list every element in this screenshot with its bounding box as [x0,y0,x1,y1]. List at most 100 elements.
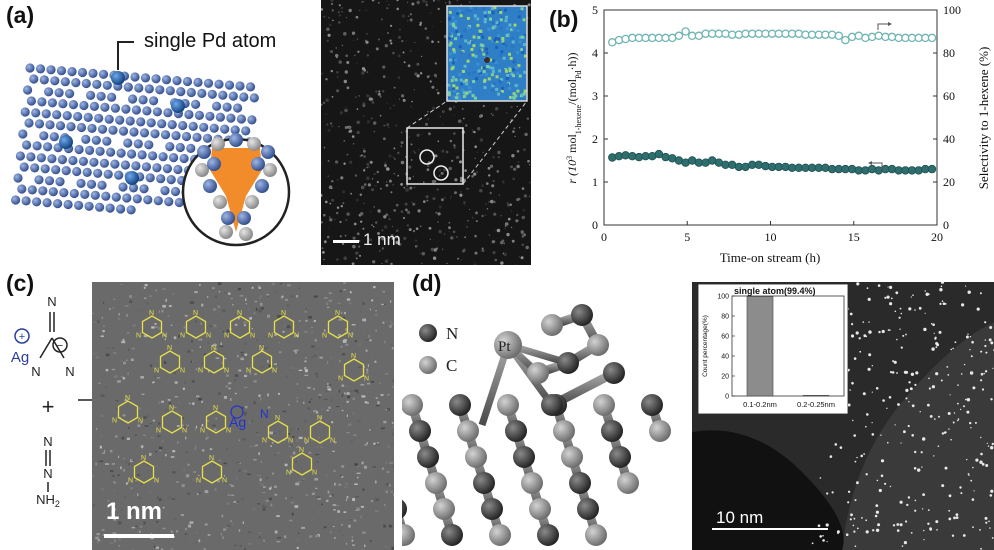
stem-speck [270,503,273,507]
heat-pixel [467,41,471,45]
stem-speck [511,210,513,212]
heat-pixel [511,40,515,44]
pt-single-atom [948,428,950,430]
sheet-atom [130,72,140,82]
overlay-nitrogen: N [128,478,133,485]
stem-speck [260,397,262,401]
stem-speck [331,9,334,12]
stem-speck [157,434,161,438]
stem-speck [515,219,519,223]
stem-speck [386,181,388,183]
pt-single-atom [948,509,951,512]
sheet-atom [165,142,175,152]
stem-speck [278,430,282,432]
stem-speck [298,287,301,290]
pt-single-atom [882,399,885,402]
stem-speck [140,483,142,486]
stem-speck [409,13,413,16]
stem-speck [275,291,278,294]
sheet-atom [101,191,111,201]
stem-speck [326,409,329,412]
stem-speck [315,373,317,375]
heat-pixel [452,95,456,99]
stem-speck [124,305,129,307]
nitrogen-atom [513,446,535,468]
stem-speck [190,360,192,363]
sheet-atom [42,198,52,208]
stem-speck [293,350,296,352]
stem-speck [188,402,192,405]
stem-speck [411,100,413,103]
stem-speck [164,454,167,457]
sheet-atom [31,108,41,118]
stem-speck [328,292,332,295]
stem-speck [168,496,171,499]
heat-pixel [523,70,527,74]
heat-pixel [505,76,509,80]
stem-speck [380,187,382,190]
stem-speck [348,302,352,304]
sheet-atom [22,140,32,150]
stem-speck [190,301,194,304]
pt-single-atom [935,520,939,524]
stem-speck [355,251,359,255]
stem-speck [296,438,299,442]
heat-pixel [460,34,463,38]
stem-speck [363,148,365,150]
heat-pixel [516,51,519,55]
heat-pixel [522,43,526,46]
stem-speck [201,449,205,452]
stem-speck [471,129,473,131]
stem-speck [94,434,98,437]
heat-pixel [498,53,502,57]
heat-pixel [476,62,480,66]
heat-pixel [479,43,483,47]
stem-speck [286,375,288,378]
stem-speck [349,390,354,392]
heat-pixel [454,58,458,62]
stem-speck [113,490,116,492]
stem-speck [255,453,257,455]
pt-single-atom [896,372,898,374]
pt-single-atom [957,419,959,422]
stem-speck [196,395,200,398]
heat-pixel [471,53,475,57]
stem-speck [92,312,95,315]
sheet-atom [36,153,47,163]
sheet-atom [145,173,155,183]
stem-speck [411,201,414,204]
pt-single-atom [887,286,889,288]
heat-pixel [511,45,515,48]
stem-speck [363,155,366,158]
pt-single-atom [867,367,871,371]
atom-circle [433,165,449,181]
sheet-atom [123,82,133,92]
overlay-nitrogen: N [182,428,187,435]
stem-speck [362,1,364,3]
overlay-nitrogen: N [294,333,299,340]
stem-speck [376,444,380,447]
sheet-atom [107,92,117,102]
stem-speck [328,16,330,19]
ag-cation: Ag [11,349,29,366]
stem-speck [286,325,291,329]
pt-single-atom [983,372,985,375]
stem-speck [410,143,413,146]
stem-speck [186,451,188,453]
heat-pixel [485,51,489,55]
stem-speck [161,439,164,443]
sheet-atom [235,81,245,91]
stem-speck [276,515,280,517]
stem-speck [125,482,128,485]
sheet-atom [97,180,107,190]
stem-speck [201,362,204,365]
stem-speck [274,334,277,336]
stem-speck [345,328,347,332]
sheet-atom [163,108,173,118]
pt-single-atom [897,403,900,406]
stem-speck [419,21,423,25]
heat-pixel [466,26,470,30]
stem-speck [113,481,116,484]
sheet-atom [98,69,109,79]
stem-speck [146,464,151,466]
